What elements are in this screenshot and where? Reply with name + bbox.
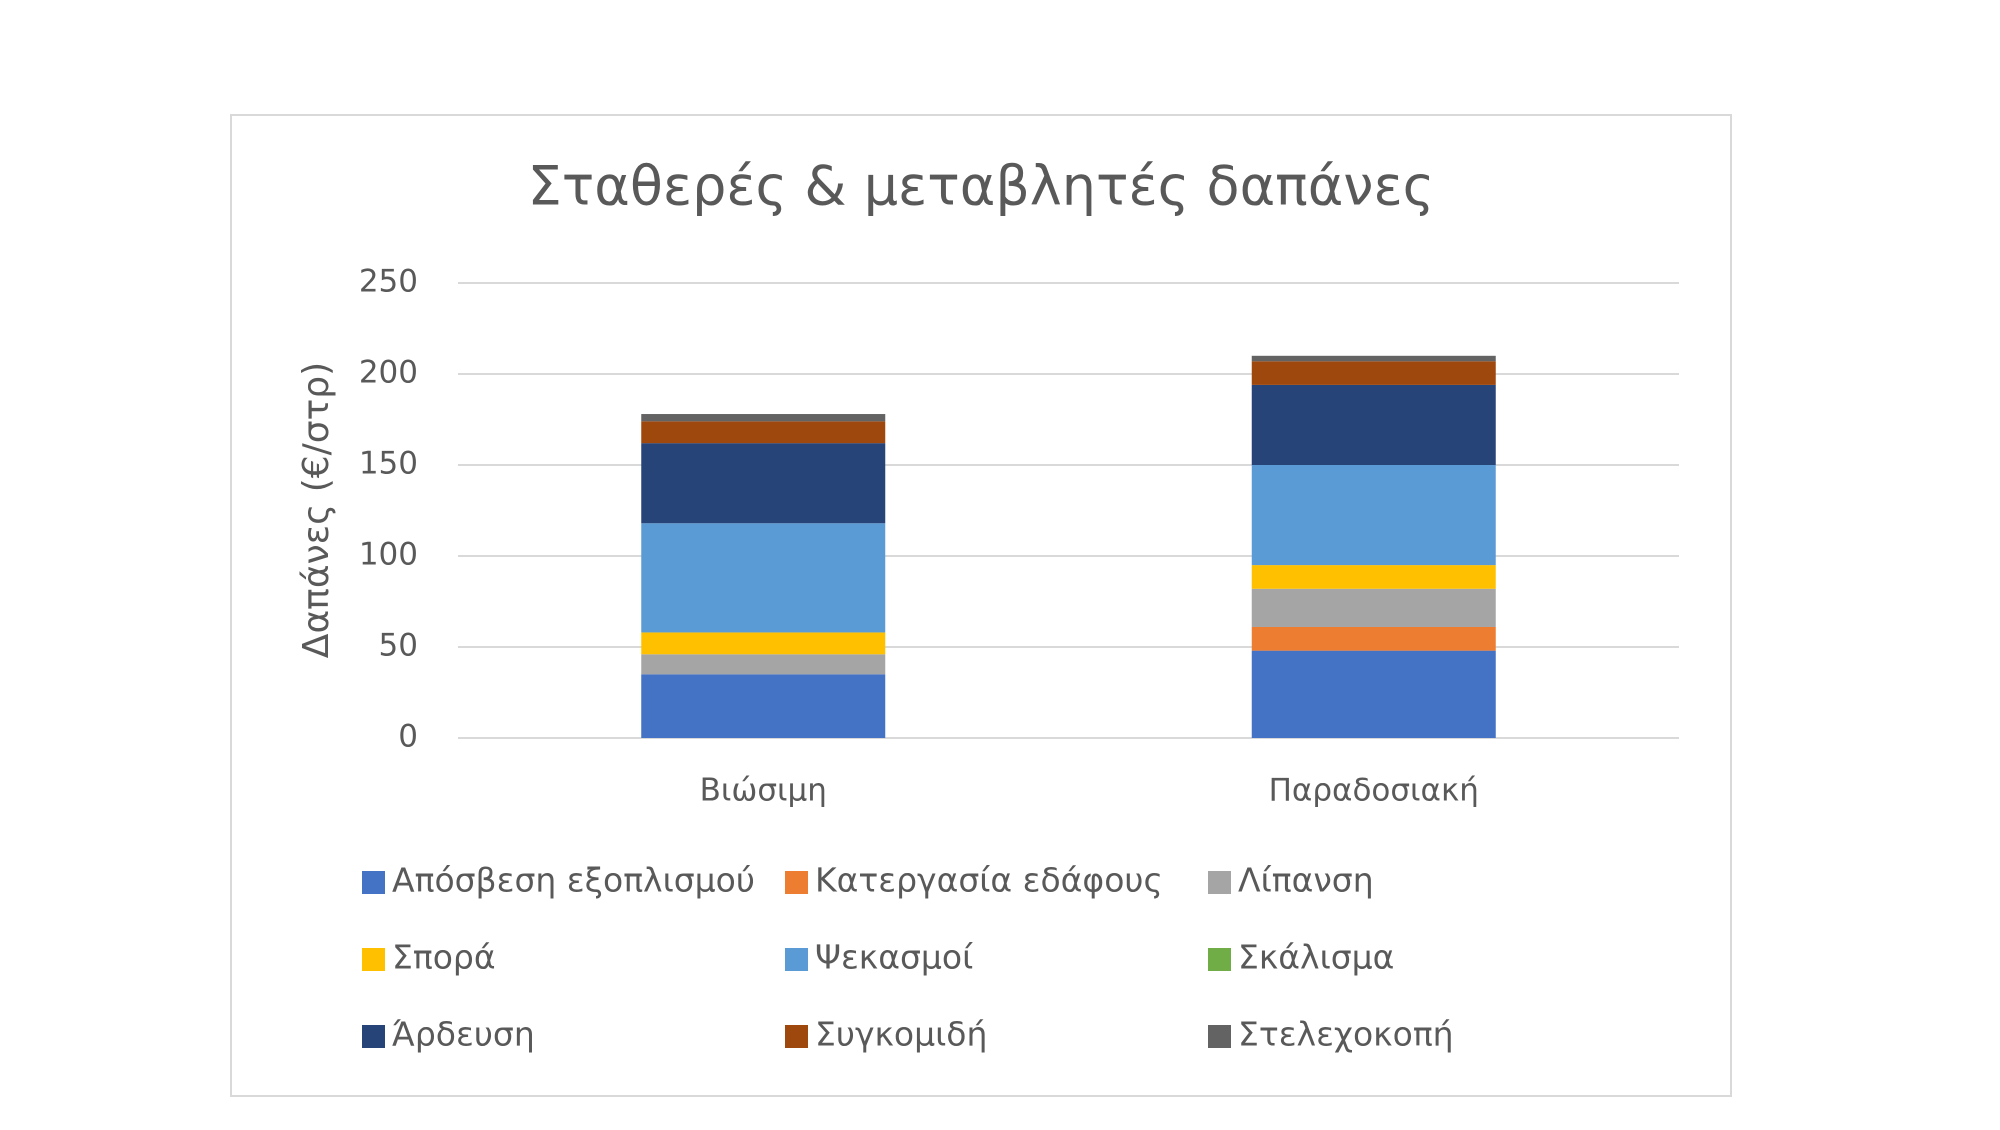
legend-label: Απόσβεση εξοπλισμού	[392, 861, 755, 900]
y-tick-label: 100	[359, 537, 418, 573]
y-tick-label: 50	[379, 628, 418, 664]
bar-segment	[1251, 588, 1496, 627]
legend-label: Συγκομιδή	[815, 1015, 987, 1054]
legend-label: Ψεκασμοί	[815, 938, 973, 977]
bar-segment	[1251, 361, 1496, 385]
y-tick-label: 250	[359, 264, 418, 300]
legend-label: Σπορά	[392, 938, 496, 977]
y-tick-label: 0	[398, 719, 418, 755]
x-tick-label: Βιώσιμη	[700, 773, 827, 809]
x-tick-label: Παραδοσιακή	[1269, 773, 1479, 809]
legend-label: Άρδευση	[392, 1015, 535, 1054]
bar-segment	[641, 523, 886, 633]
legend-swatch	[362, 871, 385, 894]
legend-label: Σκάλισμα	[1238, 938, 1394, 977]
bar-segment	[1251, 355, 1496, 362]
legend-swatch	[362, 948, 385, 971]
chart-title: Σταθερές & μεταβλητές δαπάνες	[528, 155, 1435, 218]
bar-segment	[641, 654, 886, 675]
legend-swatch	[1208, 948, 1231, 971]
bar-segment	[641, 674, 886, 738]
bar-segment	[1251, 650, 1496, 738]
y-tick-label: 150	[359, 446, 418, 482]
legend-swatch	[785, 948, 808, 971]
bar-segment	[641, 443, 886, 524]
bar-segment	[641, 632, 886, 655]
legend-swatch	[1208, 1025, 1231, 1048]
legend-swatch	[785, 1025, 808, 1048]
legend-swatch	[1208, 871, 1231, 894]
legend-label: Κατεργασία εδάφους	[815, 861, 1163, 900]
legend-label: Λίπανση	[1238, 861, 1374, 900]
y-tick-label: 200	[359, 355, 418, 391]
bar-segment	[641, 414, 886, 422]
bar-segment	[1251, 465, 1496, 566]
bar-segment	[1251, 565, 1496, 589]
y-axis-label: Δαπάνες (€/στρ)	[296, 362, 337, 658]
legend-swatch	[785, 871, 808, 894]
legend-swatch	[362, 1025, 385, 1048]
bar-segment	[1251, 626, 1496, 651]
bar-segment	[641, 421, 886, 444]
bar-segment	[1251, 384, 1496, 465]
legend-label: Στελεχοκοπή	[1238, 1015, 1454, 1054]
